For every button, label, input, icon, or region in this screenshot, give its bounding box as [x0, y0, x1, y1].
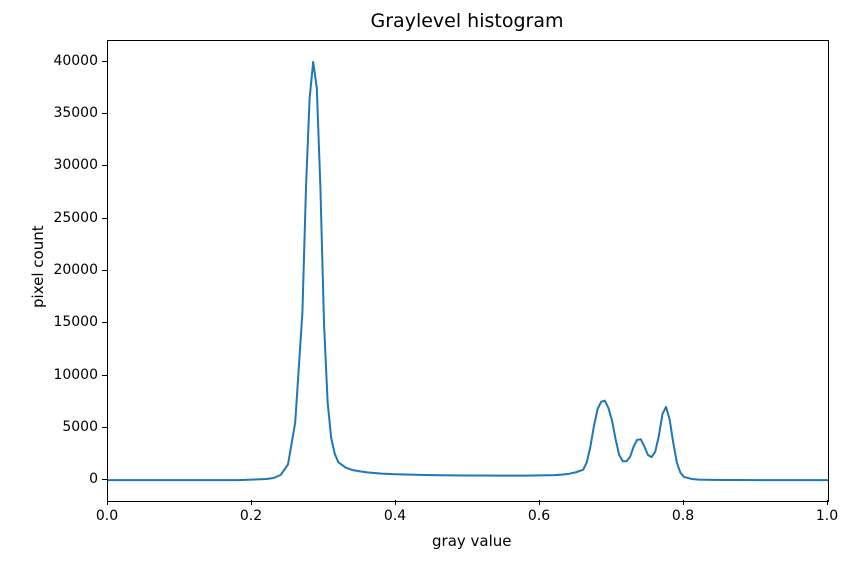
plot-area — [107, 40, 829, 502]
y-tick-label: 10000 — [52, 367, 98, 383]
y-tick-label: 25000 — [52, 210, 98, 226]
y-tick-label: 40000 — [52, 53, 98, 69]
x-tick-label: 1.0 — [816, 508, 838, 524]
x-tick-mark — [395, 500, 396, 505]
y-axis-label: pixel count — [29, 225, 47, 308]
x-axis-label: gray value — [432, 532, 512, 550]
x-tick-label: 0.4 — [384, 508, 406, 524]
y-tick-label: 5000 — [52, 419, 98, 435]
y-tick-mark — [102, 165, 107, 166]
y-tick-mark — [102, 427, 107, 428]
chart-title: Graylevel histogram — [107, 10, 827, 32]
y-tick-label: 0 — [52, 471, 98, 487]
x-tick-mark — [827, 500, 828, 505]
y-tick-mark — [102, 270, 107, 271]
y-tick-mark — [102, 375, 107, 376]
histogram-line — [108, 41, 828, 501]
x-tick-label: 0.0 — [96, 508, 118, 524]
series-line — [108, 62, 828, 480]
y-tick-mark — [102, 113, 107, 114]
x-tick-label: 0.6 — [528, 508, 550, 524]
x-tick-mark — [107, 500, 108, 505]
x-tick-label: 0.8 — [672, 508, 694, 524]
y-tick-label: 30000 — [52, 157, 98, 173]
x-tick-label: 0.2 — [240, 508, 262, 524]
y-tick-mark — [102, 479, 107, 480]
y-tick-label: 20000 — [52, 262, 98, 278]
x-tick-mark — [251, 500, 252, 505]
y-tick-label: 15000 — [52, 314, 98, 330]
y-tick-mark — [102, 322, 107, 323]
y-tick-mark — [102, 61, 107, 62]
y-tick-mark — [102, 218, 107, 219]
x-tick-mark — [539, 500, 540, 505]
histogram-chart: Graylevel histogram gray value pixel cou… — [0, 0, 853, 577]
y-tick-label: 35000 — [52, 105, 98, 121]
x-tick-mark — [683, 500, 684, 505]
